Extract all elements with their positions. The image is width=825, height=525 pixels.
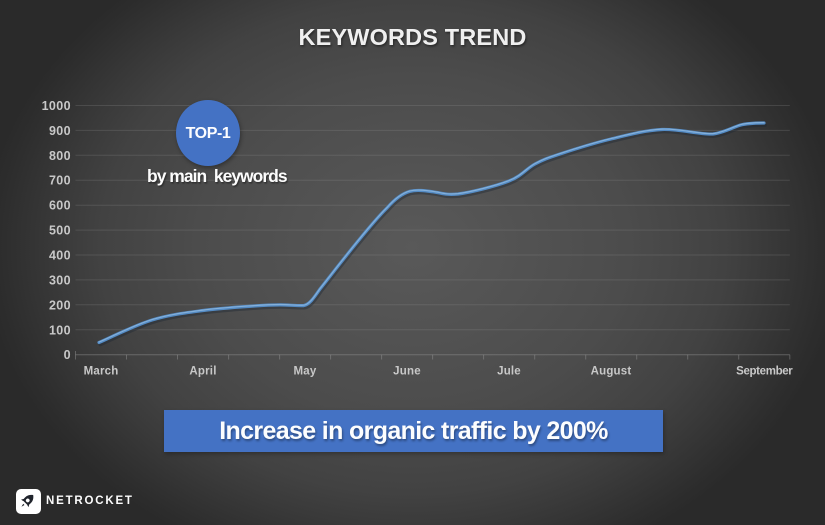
svg-text:March: March: [84, 365, 119, 377]
svg-text:June: June: [393, 366, 421, 378]
svg-text:400: 400: [49, 249, 71, 263]
svg-text:100: 100: [49, 323, 71, 337]
svg-text:700: 700: [49, 174, 71, 188]
svg-text:500: 500: [49, 224, 71, 238]
svg-text:200: 200: [49, 298, 71, 312]
svg-text:August: August: [591, 366, 632, 378]
svg-text:Jule: Jule: [497, 366, 521, 378]
svg-text:900: 900: [49, 124, 71, 138]
svg-text:May: May: [294, 366, 317, 378]
svg-text:April: April: [189, 366, 216, 378]
svg-text:600: 600: [49, 199, 71, 213]
svg-text:800: 800: [49, 149, 71, 163]
svg-text:300: 300: [49, 273, 71, 287]
svg-text:1000: 1000: [42, 99, 71, 113]
svg-text:September: September: [736, 366, 793, 378]
svg-text:0: 0: [64, 348, 71, 362]
